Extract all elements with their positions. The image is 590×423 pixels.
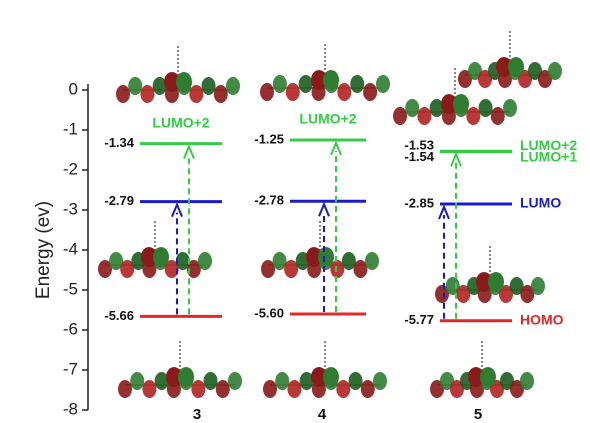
lobe xyxy=(453,94,469,114)
lobe xyxy=(128,77,142,95)
arrow-head xyxy=(184,147,194,159)
chart: Energy (ev) 0 -1 -2 -3 -4 -5 -6 -7 -8 3 4 5 -1.34 LUM… xyxy=(0,0,590,423)
lobe xyxy=(260,83,274,101)
y-tick-label: -4 xyxy=(63,239,78,258)
lobe xyxy=(318,247,334,267)
category-label: 4 xyxy=(318,406,327,423)
lobe xyxy=(263,380,277,398)
lobe xyxy=(273,75,287,93)
lobe xyxy=(214,85,228,103)
lobe xyxy=(373,372,387,390)
lobe xyxy=(361,380,375,398)
lobe xyxy=(189,85,203,103)
arrow-head xyxy=(319,204,329,216)
level-name: HOMO xyxy=(520,312,564,328)
y-axis-label: Energy (ev) xyxy=(33,201,54,299)
lobe xyxy=(376,75,390,93)
y-tick-label: -3 xyxy=(63,199,78,218)
value-label: -2.78 xyxy=(254,193,284,208)
level-name: LUMO xyxy=(520,195,561,211)
lobe xyxy=(479,99,493,117)
lobe xyxy=(116,85,130,103)
lobe xyxy=(142,380,156,398)
lobe xyxy=(198,252,212,270)
lobe xyxy=(350,75,364,93)
lobe xyxy=(365,252,379,270)
y-tick-label: -8 xyxy=(63,399,78,418)
lobe xyxy=(548,62,562,80)
value-label: -2.79 xyxy=(104,193,134,208)
lobe xyxy=(491,107,505,125)
value-label: -5.66 xyxy=(104,308,134,323)
lobe xyxy=(204,372,218,390)
lobe xyxy=(153,247,169,267)
value-label: -5.77 xyxy=(404,312,434,327)
lobe xyxy=(140,85,154,103)
lobe xyxy=(299,75,313,93)
y-tick-label: -2 xyxy=(63,159,78,178)
category-label: 3 xyxy=(193,406,201,423)
value-label: -2.85 xyxy=(404,195,434,210)
lobe xyxy=(503,99,517,117)
arrow-head xyxy=(172,205,182,217)
lobe xyxy=(287,380,301,398)
value-label: -1.34 xyxy=(104,135,134,150)
y-tick-label: -6 xyxy=(63,319,78,338)
lobe xyxy=(323,70,339,90)
lobe xyxy=(323,367,339,387)
level-name: LUMO+1 xyxy=(520,148,577,164)
value-label: -1.25 xyxy=(254,131,284,146)
lobe xyxy=(130,372,144,390)
lobe xyxy=(336,380,350,398)
lobe xyxy=(216,380,230,398)
lobe xyxy=(531,277,545,295)
lobe xyxy=(393,107,407,125)
lobe xyxy=(488,272,504,292)
lobe xyxy=(226,77,240,95)
lobe xyxy=(508,57,524,77)
lobe xyxy=(363,83,377,101)
lobe xyxy=(405,99,419,117)
level-name: LUMO+2 xyxy=(152,114,209,130)
lobe xyxy=(176,72,192,92)
lobe xyxy=(191,380,205,398)
level-name: LUMO+2 xyxy=(299,111,356,127)
lobe xyxy=(202,77,216,95)
lobe xyxy=(118,380,132,398)
y-tick-label: 0 xyxy=(69,79,78,98)
lobe xyxy=(178,367,194,387)
lobe xyxy=(286,83,300,101)
value-label: -5.60 xyxy=(254,305,284,320)
lobe xyxy=(337,83,351,101)
y-tick-label: -7 xyxy=(63,359,78,378)
lobe xyxy=(480,367,496,387)
y-tick-label: -1 xyxy=(63,119,78,138)
category-label: 5 xyxy=(474,406,482,423)
lobe xyxy=(520,372,534,390)
lobe xyxy=(275,372,289,390)
lobe xyxy=(417,107,431,125)
y-tick-label: -5 xyxy=(63,279,78,298)
lobe xyxy=(349,372,363,390)
value-label: -1.54 xyxy=(404,149,434,164)
orbital-images xyxy=(98,30,562,398)
lobe xyxy=(228,372,242,390)
arrow-head xyxy=(331,143,341,155)
lobe xyxy=(466,107,480,125)
